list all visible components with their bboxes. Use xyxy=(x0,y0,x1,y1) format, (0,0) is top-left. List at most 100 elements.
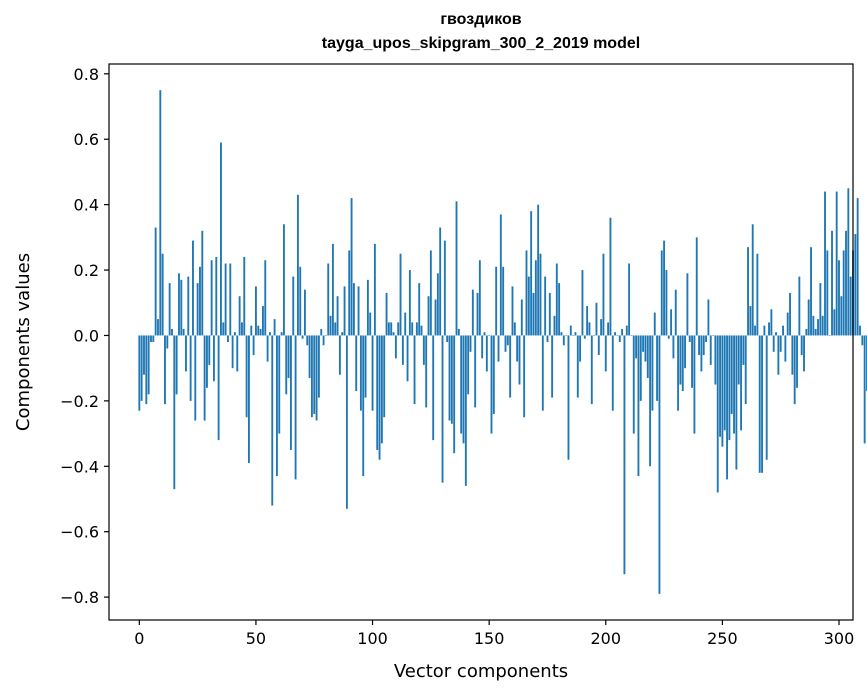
bar xyxy=(275,335,278,477)
bar xyxy=(754,325,756,336)
y-tick-label: 0.2 xyxy=(74,261,99,280)
bar xyxy=(831,230,833,336)
bar xyxy=(861,335,864,346)
x-tick-label: 250 xyxy=(707,629,738,648)
bar xyxy=(595,302,598,336)
bar xyxy=(182,328,185,336)
bar xyxy=(649,335,652,467)
bar xyxy=(234,332,236,336)
bar xyxy=(476,292,479,336)
bar xyxy=(189,335,192,401)
bar xyxy=(660,250,663,336)
bar xyxy=(488,335,491,336)
bar xyxy=(805,328,808,336)
bar xyxy=(651,335,654,411)
bar xyxy=(670,309,673,336)
bar xyxy=(653,312,656,336)
bar xyxy=(639,335,642,401)
bar xyxy=(257,325,260,336)
bar xyxy=(352,283,355,336)
bar xyxy=(474,335,477,408)
bar xyxy=(777,335,780,375)
bar xyxy=(243,256,246,336)
bar xyxy=(464,335,467,486)
bar xyxy=(614,332,617,336)
bar xyxy=(292,276,295,336)
bar xyxy=(138,335,141,411)
bar xyxy=(161,253,164,336)
bar xyxy=(429,250,432,336)
bar xyxy=(236,335,239,372)
bar xyxy=(168,283,171,336)
bar xyxy=(392,332,395,336)
bar xyxy=(164,335,166,405)
y-axis-label: Components values xyxy=(13,253,34,431)
bar xyxy=(810,247,812,336)
chart-subtitle: tayga_upos_skipgram_300_2_2019 model xyxy=(321,35,641,52)
bar xyxy=(579,335,582,362)
bar xyxy=(560,332,563,336)
y-tick-label: 0.8 xyxy=(74,65,99,84)
bar xyxy=(201,230,204,336)
bar xyxy=(784,335,787,362)
bar xyxy=(457,328,460,336)
bar xyxy=(800,335,803,356)
bar xyxy=(140,335,143,401)
bar xyxy=(357,286,360,336)
bar xyxy=(399,253,402,336)
y-tick-label: 0.0 xyxy=(74,326,99,345)
bar xyxy=(714,335,717,385)
plot-frame xyxy=(108,63,854,621)
bar xyxy=(147,335,150,395)
bar xyxy=(644,335,647,362)
bar xyxy=(537,204,540,336)
bar xyxy=(252,335,255,356)
bar xyxy=(455,201,458,336)
bar xyxy=(250,325,253,336)
bar xyxy=(761,335,763,473)
bar xyxy=(411,322,414,336)
bar xyxy=(502,266,505,336)
x-axis-label: Vector components xyxy=(394,661,568,682)
bar xyxy=(336,296,339,336)
bar xyxy=(749,306,752,336)
bar xyxy=(446,335,449,342)
y-axis-ticks: −0.8 −0.6 −0.4 −0.2 0.0 0.2 0.4 0.6 0.8 xyxy=(60,65,109,607)
bar xyxy=(833,309,836,336)
bar xyxy=(434,299,437,336)
bar xyxy=(350,198,353,336)
bar xyxy=(679,335,682,385)
bar xyxy=(187,276,190,336)
bar xyxy=(726,335,728,480)
bar xyxy=(373,243,376,336)
bar xyxy=(264,260,267,336)
bar xyxy=(418,283,421,336)
bar xyxy=(380,335,383,444)
bar xyxy=(581,270,584,336)
bar xyxy=(721,335,724,447)
bar xyxy=(324,335,327,336)
bar xyxy=(574,332,577,336)
bar xyxy=(210,260,213,336)
chart-title: гвоздиков xyxy=(440,11,522,28)
bar xyxy=(280,332,283,336)
bar xyxy=(320,328,323,336)
bar xyxy=(712,335,714,336)
bar xyxy=(796,335,798,388)
bar xyxy=(355,335,358,392)
bar xyxy=(273,319,276,336)
bar xyxy=(604,335,607,372)
bar xyxy=(819,283,822,336)
bar xyxy=(387,322,390,336)
bar xyxy=(751,224,754,336)
bar xyxy=(495,266,498,336)
bar xyxy=(859,325,861,336)
bar xyxy=(453,335,456,454)
bar xyxy=(143,335,145,375)
bar xyxy=(562,335,565,346)
bar xyxy=(544,276,547,336)
bar xyxy=(730,335,733,414)
y-tick-label: 0.4 xyxy=(74,196,99,215)
bar xyxy=(548,292,551,336)
bar xyxy=(467,335,470,395)
